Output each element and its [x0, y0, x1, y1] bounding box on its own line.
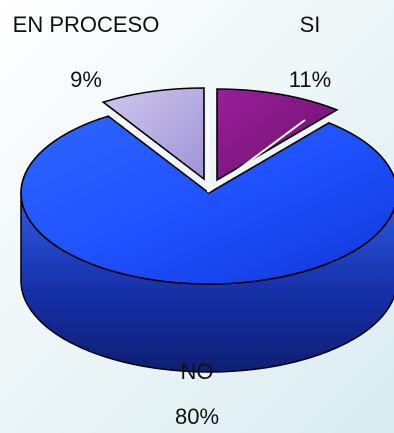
slice-label-si: SI: [300, 12, 321, 37]
slice-percent-no: 80%: [175, 404, 219, 429]
slice-top-en-proceso: [101, 87, 205, 181]
slice-percent-en-proceso: 9%: [70, 67, 102, 92]
slice-percent-si: 11%: [289, 67, 331, 92]
pie-top-layer: [20, 87, 394, 285]
slice-separator-2: [207, 119, 306, 193]
slice-top-si: [216, 88, 339, 182]
slice-top-no: [20, 115, 394, 285]
slice-label-no: NO: [181, 359, 214, 384]
slice-label-en-proceso: EN PROCESO: [13, 12, 160, 37]
